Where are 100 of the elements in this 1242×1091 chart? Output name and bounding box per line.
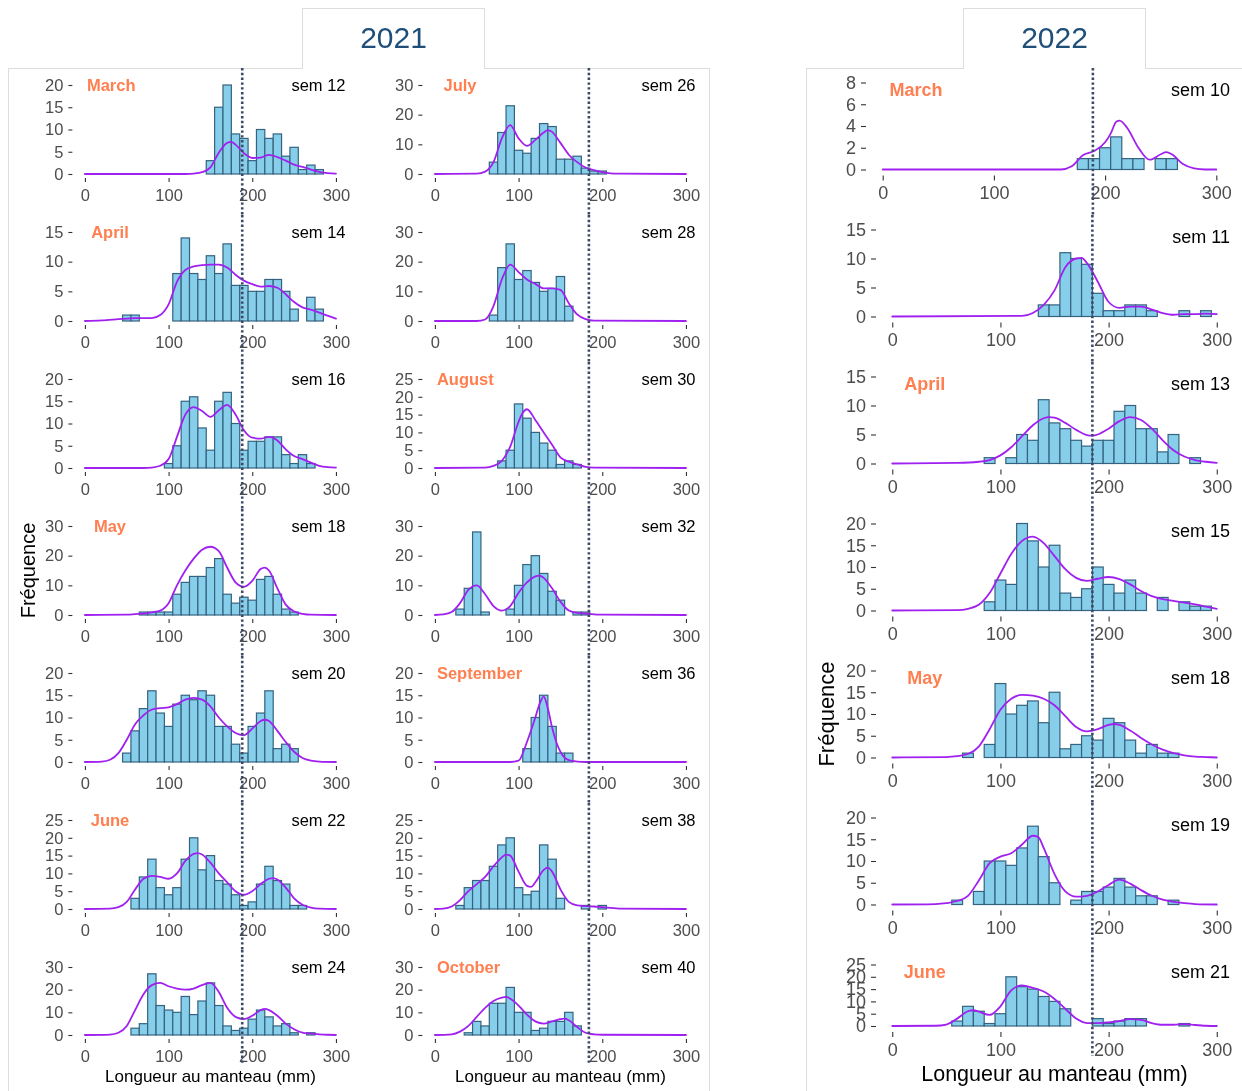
y-tick-label: 10	[45, 864, 64, 883]
x-tick-label: 300	[1201, 183, 1232, 204]
y-tick-label: 15	[846, 535, 867, 556]
y-tick-label: 5	[404, 440, 414, 459]
chart-title: sem 20	[291, 664, 346, 682]
x-tick-label: 100	[505, 920, 533, 939]
chart-title: sem 36	[641, 664, 696, 682]
x-tick-label: 0	[430, 332, 440, 351]
y-tick-label: 20	[846, 513, 867, 534]
y-tick-label: 5	[54, 142, 64, 161]
chart-title: sem 30	[641, 370, 696, 388]
x-tick-label: 0	[80, 332, 90, 351]
x-tick-label: 300	[672, 626, 701, 645]
y-tick-label: 10	[395, 1003, 414, 1022]
x-tick-label: 300	[672, 332, 701, 351]
y-tick-label: 20	[395, 105, 414, 124]
x-tick-label: 100	[155, 332, 183, 351]
x-axis-title: Longueur au manteau (mm)	[921, 1062, 1188, 1086]
y-tick-label: 0	[846, 159, 857, 180]
x-tick-label: 100	[985, 477, 1016, 498]
y-tick-label: 0	[404, 311, 414, 330]
x-tick-label: 0	[887, 624, 898, 645]
y-tick-label: 20	[45, 663, 64, 682]
x-tick-label: 300	[322, 773, 351, 792]
chart-title: sem 18	[1170, 667, 1230, 688]
y-tick-label: 5	[54, 282, 64, 301]
y-tick-label: 30	[395, 957, 414, 976]
y-tick-label: 5	[856, 726, 867, 747]
x-tick-label: 200	[1094, 624, 1125, 645]
x-tick-label: 100	[155, 479, 183, 498]
y-tick-label: 0	[54, 605, 64, 624]
x-tick-label: 300	[1202, 330, 1233, 351]
text: 2021	[360, 21, 427, 54]
y-tick-label: 25	[45, 810, 64, 829]
y-tick-label: 20	[846, 807, 867, 828]
y-tick-label: 10	[395, 864, 414, 883]
y-tick-label: 10	[846, 851, 867, 872]
y-tick-label: 20	[846, 660, 867, 681]
y-tick-label: 0	[856, 747, 867, 768]
x-tick-label: 200	[239, 773, 267, 792]
y-tick-label: 30	[395, 75, 414, 94]
y-tick-label: 30	[395, 516, 414, 535]
x-tick-label: 300	[1202, 771, 1233, 792]
x-tick-label: 300	[1202, 624, 1233, 645]
chart-title: sem 38	[641, 811, 696, 829]
x-tick-label: 100	[505, 773, 533, 792]
y-tick-label: 15	[846, 366, 867, 387]
x-tick-label: 0	[80, 185, 90, 204]
x-tick-label: 300	[1202, 918, 1233, 939]
y-tick-label: 5	[54, 730, 64, 749]
x-tick-label: 200	[239, 626, 267, 645]
y-tick-label: 0	[54, 752, 64, 771]
y-tick-label: 15	[395, 686, 414, 705]
y-tick-label: 20	[45, 828, 64, 847]
x-axis-title: Longueur au manteau (mm)	[455, 1067, 666, 1086]
chart-title: sem 24	[291, 958, 346, 976]
y-tick-label: 0	[404, 752, 414, 771]
y-tick-label: 20	[395, 252, 414, 271]
y-tick-label: 20	[395, 546, 414, 565]
y-tick-label: 5	[856, 424, 867, 445]
chart-title: sem 32	[641, 517, 696, 535]
x-tick-label: 0	[887, 477, 898, 498]
x-tick-label: 200	[589, 332, 617, 351]
x-tick-label: 200	[239, 920, 267, 939]
x-tick-label: 200	[1094, 918, 1125, 939]
x-tick-label: 100	[505, 1046, 533, 1065]
y-tick-label: 20	[45, 546, 64, 565]
y-tick-label: 4	[846, 116, 857, 137]
y-tick-label: 10	[45, 120, 64, 139]
y-tick-label: 5	[856, 277, 867, 298]
y-tick-label: 15	[45, 846, 64, 865]
x-tick-label: 0	[878, 183, 889, 204]
y-tick-label: 0	[54, 899, 64, 918]
y-tick-label: 0	[54, 164, 64, 183]
x-tick-label: 100	[505, 626, 533, 645]
x-tick-label: 100	[155, 1046, 183, 1065]
chart-subtitle: May	[907, 667, 943, 688]
chart-subtitle: March	[889, 79, 943, 100]
y-tick-label: 0	[54, 458, 64, 477]
x-tick-label: 300	[322, 920, 351, 939]
y-tick-label: 15	[846, 219, 867, 240]
y-axis-title: Fréquence	[813, 661, 839, 767]
y-tick-label: 10	[846, 704, 867, 725]
chart-subtitle: March	[86, 76, 136, 94]
x-tick-label: 100	[505, 332, 533, 351]
y-tick-label: 0	[856, 600, 867, 621]
x-tick-label: 0	[80, 1046, 90, 1065]
y-tick-label: 10	[846, 248, 867, 269]
x-tick-label: 100	[979, 183, 1010, 204]
y-tick-label: 30	[45, 957, 64, 976]
y-tick-label: 15	[395, 846, 414, 865]
x-tick-label: 300	[322, 479, 351, 498]
x-tick-label: 0	[80, 773, 90, 792]
x-tick-label: 200	[589, 1046, 617, 1065]
chart-subtitle: June	[903, 961, 946, 982]
x-axis-title: Longueur au manteau (mm)	[105, 1067, 316, 1086]
y-tick-label: 20	[395, 387, 414, 406]
x-tick-label: 300	[672, 185, 701, 204]
x-tick-label: 200	[1094, 330, 1125, 351]
y-tick-label: 10	[45, 252, 64, 271]
